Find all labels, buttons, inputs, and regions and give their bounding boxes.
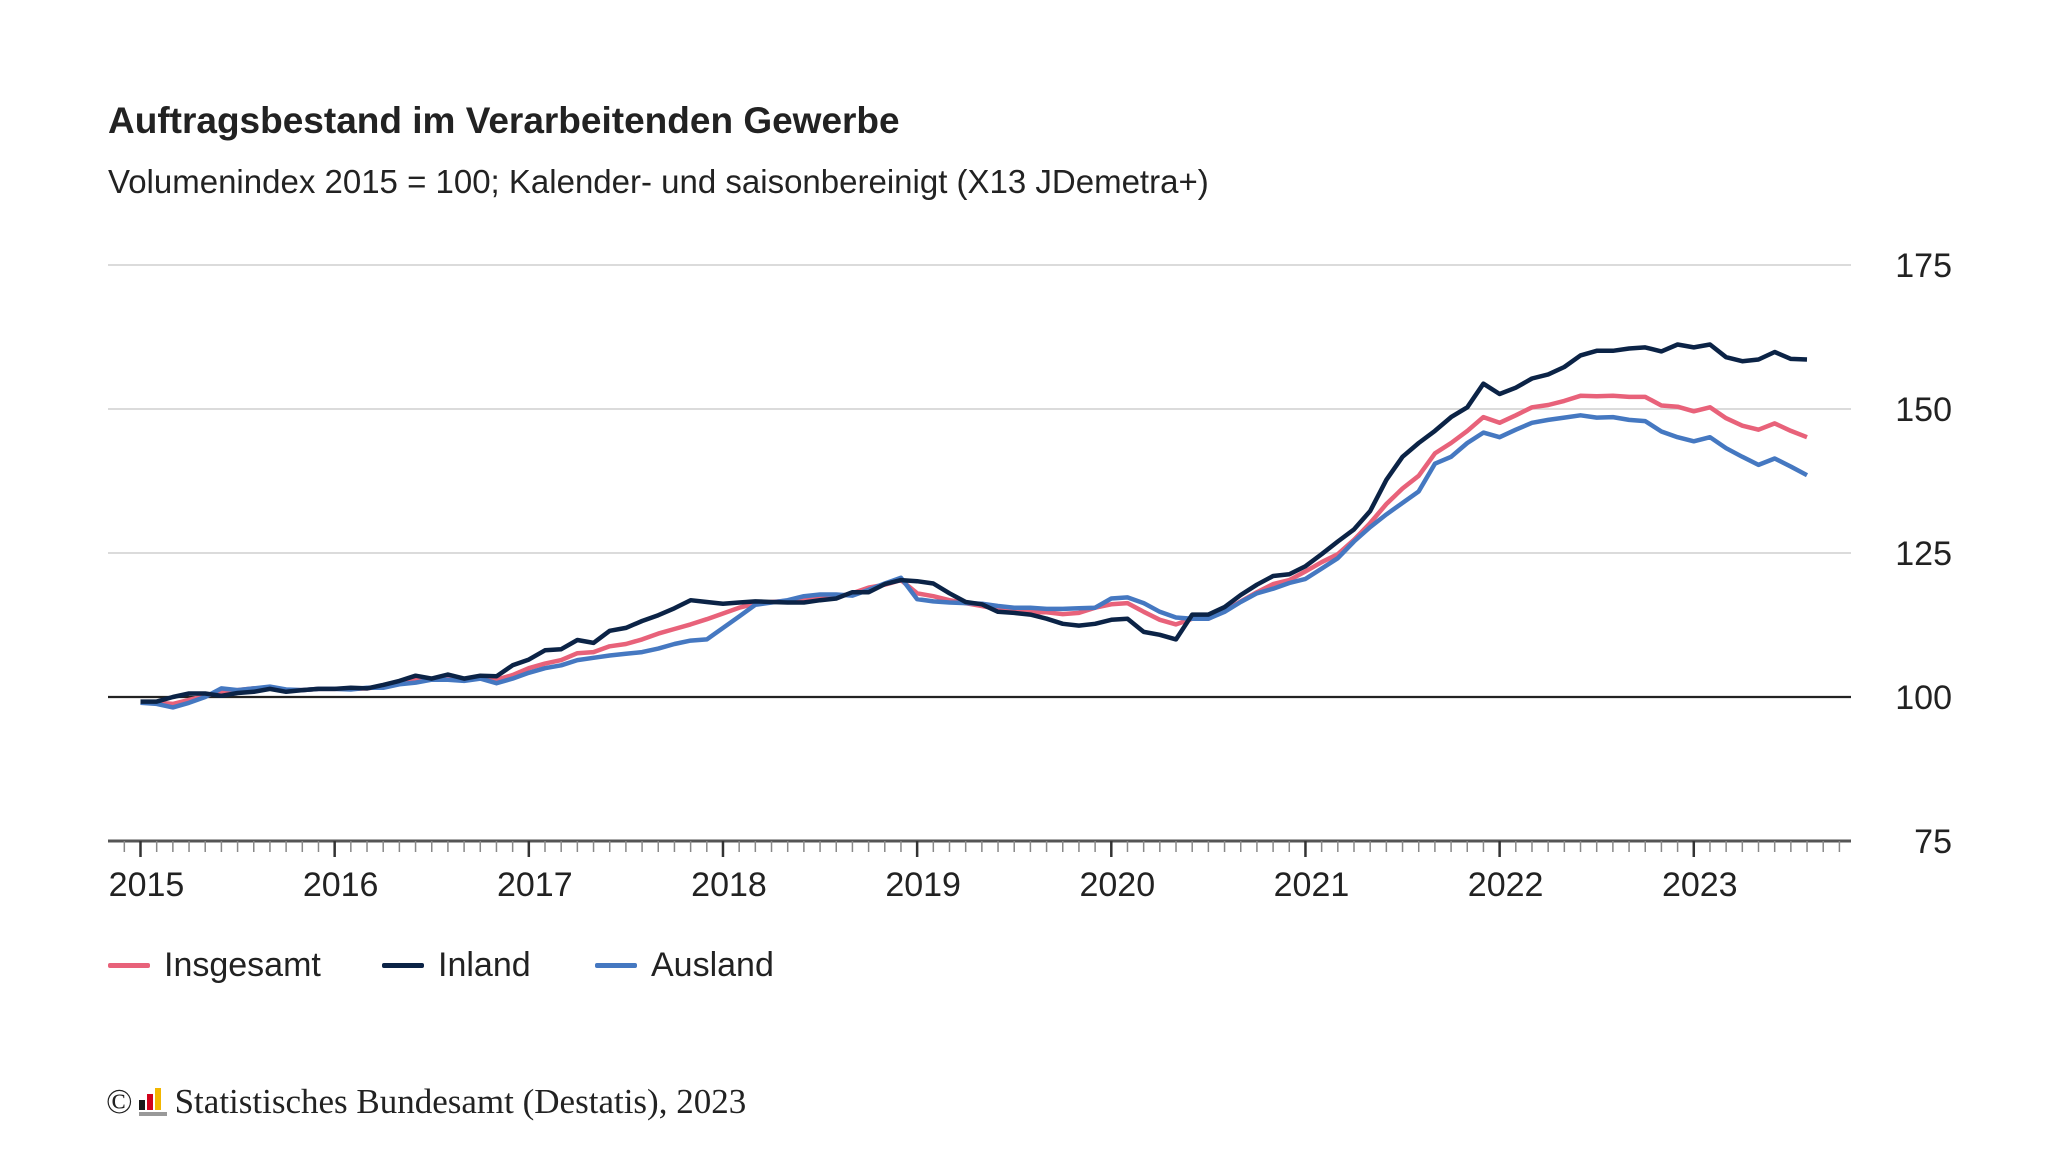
y-tick-label: 100	[1895, 679, 1952, 717]
footer-credit: © Statistisches Bundesamt (Destatis), 20…	[106, 1082, 746, 1122]
series-line-inland	[140, 342, 1808, 704]
x-tick-label: 2019	[885, 866, 961, 904]
x-tick-label: 2015	[109, 866, 185, 904]
x-tick-label: 2023	[1662, 866, 1738, 904]
legend-swatch	[382, 963, 424, 968]
x-tick-label: 2017	[497, 866, 573, 904]
y-tick-label: 75	[1914, 823, 1952, 861]
series-line-ausland	[140, 413, 1809, 710]
footer-text: Statistisches Bundesamt (Destatis), 2023	[174, 1082, 747, 1121]
x-tick-label: 2021	[1274, 866, 1350, 904]
chart-legend: Insgesamt Inland Ausland	[0, 946, 2048, 990]
legend-swatch	[108, 963, 150, 968]
chart-subtitle: Volumenindex 2015 = 100; Kalender- und s…	[108, 163, 1209, 200]
legend-label: Ausland	[651, 946, 774, 984]
legend-item-insgesamt: Insgesamt	[108, 946, 321, 985]
x-tick-label: 2020	[1079, 866, 1155, 904]
series-line-insgesamt	[140, 393, 1808, 707]
legend-item-ausland: Ausland	[595, 946, 774, 985]
y-tick-label: 175	[1895, 247, 1952, 285]
legend-swatch	[595, 963, 637, 968]
x-tick-label: 2016	[303, 866, 379, 904]
y-tick-label: 125	[1895, 535, 1952, 573]
x-tick-label: 2018	[691, 866, 767, 904]
destatis-logo-icon	[138, 1088, 167, 1116]
x-tick-label: 2022	[1468, 866, 1544, 904]
legend-label: Inland	[438, 946, 531, 984]
legend-item-inland: Inland	[382, 946, 531, 985]
y-tick-label: 150	[1895, 391, 1952, 429]
chart-title: Auftragsbestand im Verarbeitenden Gewerb…	[108, 100, 900, 141]
legend-label: Insgesamt	[164, 946, 321, 984]
copyright-symbol: ©	[106, 1082, 133, 1121]
